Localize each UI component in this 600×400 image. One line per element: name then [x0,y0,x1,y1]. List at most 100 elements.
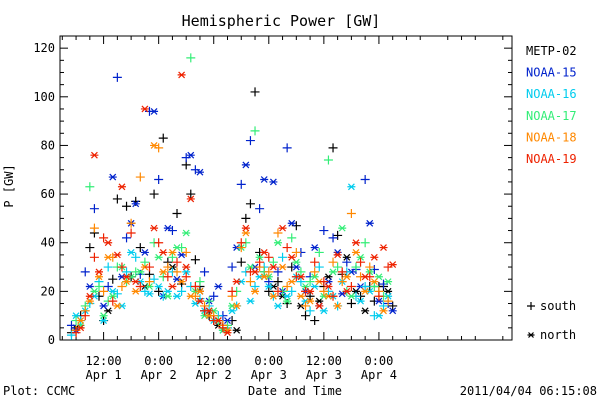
data-point-south [122,267,132,277]
data-point-north [159,249,168,256]
data-point-south [204,296,214,306]
data-point-north [95,273,104,281]
data-point-north [122,273,131,281]
data-point-north [365,219,374,227]
data-point-north [113,251,122,259]
data-point-north [273,239,282,247]
footer-plot-credit: Plot: CCMC [3,384,75,398]
data-point-north [214,317,223,324]
data-point-south [140,257,150,267]
data-point-south [310,316,320,326]
data-point-south [356,257,366,267]
footer-timestamp: 2011/04/04 06:15:08 [460,384,597,398]
data-point-north [384,287,393,295]
data-point-south [186,53,196,63]
y-tick-label: 100 [33,90,55,104]
data-point-north [195,168,204,176]
data-point-south [89,252,99,262]
legend-entry-noaa-15: NOAA-15 [526,66,577,80]
data-point-south [273,228,283,238]
data-point-south [250,87,260,97]
data-point-south [154,174,164,184]
data-point-north [104,307,113,315]
x-tick-time-label: 12:00 [86,354,122,368]
data-point-south [112,72,122,82]
data-point-south [264,286,274,296]
data-point-south [255,204,265,214]
data-point-north [351,249,360,256]
data-point-north [150,142,159,149]
data-point-north [324,283,333,290]
data-point-south [287,286,297,296]
data-point-south [365,262,375,272]
data-point-north [306,287,315,295]
data-point-south [163,272,173,282]
data-point-north [195,287,204,295]
x-tick-time-label: 12:00 [196,354,232,368]
data-point-south [278,252,288,262]
data-point-south [163,262,173,272]
data-point-south [360,174,370,184]
data-point-north [273,302,282,310]
data-point-north [241,224,250,232]
data-point-south [282,143,292,153]
data-point-south [291,247,301,257]
data-point-north [342,273,351,281]
data-point-south [200,267,210,277]
data-point-south [190,255,200,265]
data-point-north [182,268,191,276]
series-metp-02 [66,87,398,338]
data-point-south [305,277,315,287]
data-point-south [314,262,324,272]
y-tick-label: 80 [41,138,55,152]
data-point-south [273,286,283,296]
data-point-north [310,283,319,290]
data-point-south [301,311,311,321]
series-noaa-17 [71,53,393,334]
data-point-south [158,133,168,143]
data-point-north [85,297,94,305]
x-tick-date-label: Apr 1 [86,368,122,382]
data-point-north [99,312,108,320]
data-point-south [333,230,343,240]
data-point-south [346,299,356,309]
chart-title: Hemispheric Power [GW] [182,12,381,30]
data-point-south [80,267,90,277]
data-point-south [149,189,159,199]
x-tick-time-label: 12:00 [306,354,342,368]
data-point-south [126,228,136,238]
data-point-north [292,263,301,271]
data-point-south [117,281,127,291]
data-point-south [250,281,260,291]
data-point-north [347,292,356,300]
data-point-south [144,277,154,287]
data-point-south [66,320,76,330]
data-point-north [108,287,117,295]
data-point-north [168,283,177,290]
data-point-north [99,317,108,324]
data-point-north [145,290,154,298]
data-point-south [333,262,343,272]
data-point-north [99,302,108,310]
data-point-north [264,283,273,290]
data-point-north [333,251,342,259]
data-point-south [337,267,347,277]
data-point-north [145,283,154,290]
data-point-north [90,151,99,159]
data-point-south [99,233,109,243]
data-point-south [144,262,154,272]
data-point-south [264,267,274,277]
data-point-south [149,274,159,284]
data-point-south [268,257,278,267]
data-point-north [379,307,388,315]
data-point-south [319,226,329,236]
y-tick-label: 0 [48,333,55,347]
data-point-north [361,273,370,281]
data-point-south [186,189,196,199]
y-tick-label: 40 [41,236,55,250]
y-axis-label: P [GW] [2,164,16,207]
data-point-south [112,194,122,204]
data-point-north [269,178,278,186]
data-point-south [360,238,370,248]
